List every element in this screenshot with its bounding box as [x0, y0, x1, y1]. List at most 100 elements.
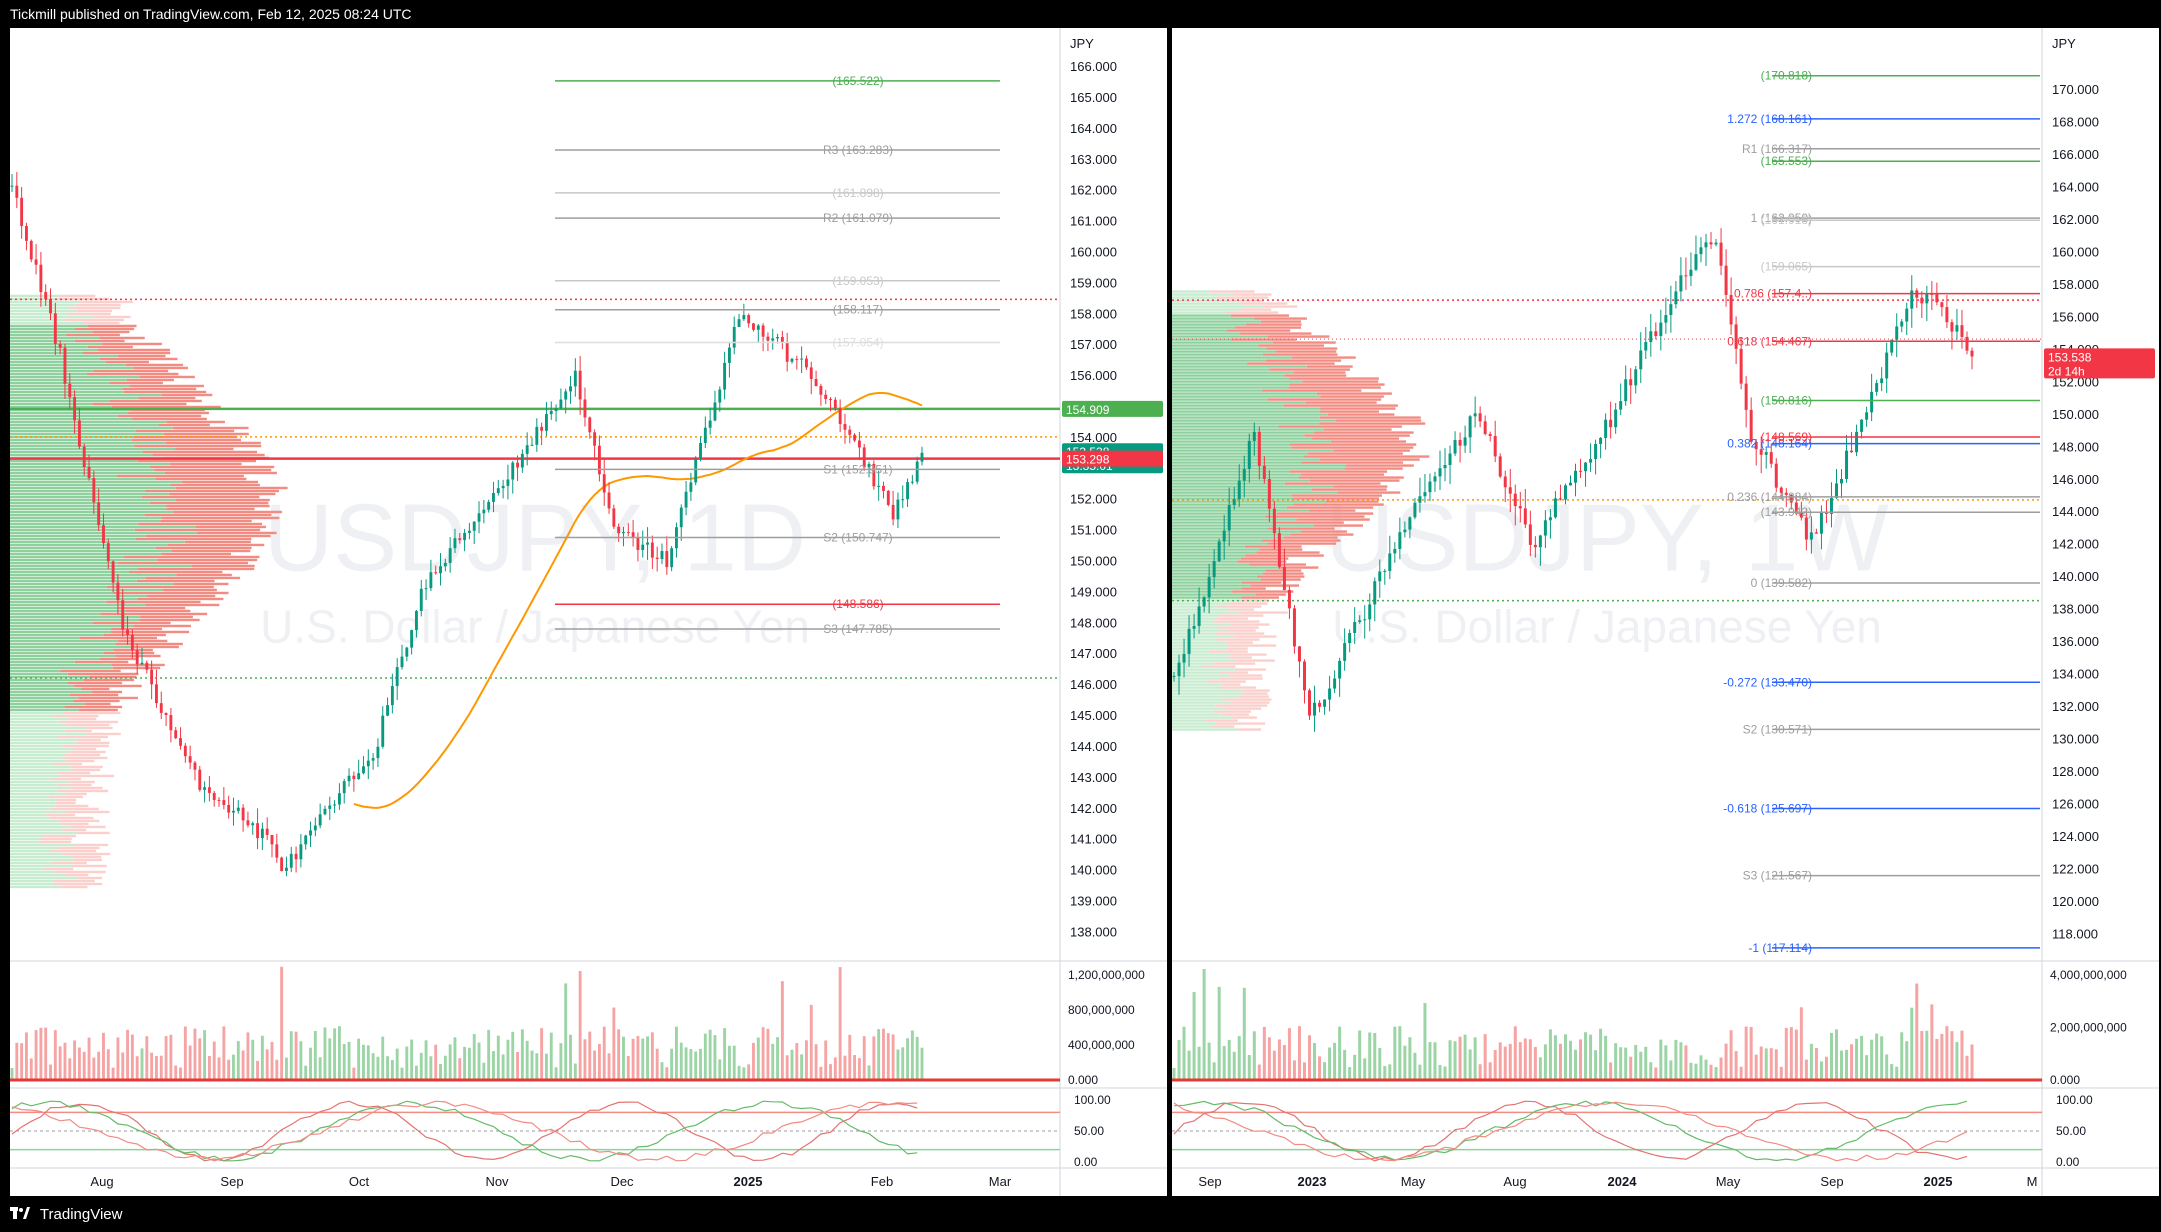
volume-bar	[1222, 1045, 1226, 1080]
volume-bar	[1383, 1066, 1387, 1080]
volume-profile-bar	[1289, 377, 1379, 380]
volume-profile-bar	[10, 294, 60, 298]
volume-bar	[111, 1067, 115, 1080]
volume-profile-bar	[10, 672, 68, 676]
volume-profile-bar	[1291, 356, 1356, 359]
volume-profile-bar	[10, 813, 46, 817]
y-tick-label: 158.000	[2052, 277, 2099, 292]
volume-profile-bar	[1172, 515, 1265, 518]
candle	[1177, 662, 1181, 677]
volume-profile-bar	[10, 822, 61, 826]
y-tick-label: 157.000	[1070, 337, 1117, 352]
volume-bar	[824, 1040, 828, 1080]
volume-profile-bar	[10, 582, 174, 586]
volume-profile-bar	[10, 579, 137, 583]
y-tick-label: 128.000	[2052, 764, 2099, 779]
volume-profile-bar	[161, 516, 280, 520]
volume-profile-bar	[155, 477, 247, 481]
volume-profile-bar	[10, 339, 75, 343]
volume-profile-bar	[64, 318, 125, 322]
candle	[246, 820, 250, 826]
volume-profile-bar	[1288, 386, 1381, 389]
candle	[506, 479, 510, 486]
volume-profile-bar	[1225, 647, 1248, 650]
candle	[747, 315, 751, 324]
volume-profile-bar	[10, 690, 92, 694]
candle	[1784, 492, 1788, 495]
volume-profile-bar	[1247, 362, 1335, 365]
left-chart-svg[interactable]: USDJPY, 1DU.S. Dollar / Japanese YenJPY1…	[10, 28, 1167, 1196]
left-chart-panel[interactable]: USDJPY, 1D U.S. Dollar / Japanese Yen JPY 1…	[10, 28, 1167, 1196]
volume-profile-bar	[1172, 659, 1235, 662]
volume-bar	[63, 1042, 67, 1080]
volume-profile-bar	[1172, 719, 1205, 722]
volume-bar	[1689, 1062, 1693, 1080]
volume-profile-bar	[1233, 635, 1277, 638]
volume-profile-bar	[10, 513, 145, 517]
y-tick-label: 154.000	[1070, 430, 1117, 445]
volume-profile-bar	[1172, 347, 1267, 350]
x-tick-label: May	[1716, 1174, 1741, 1189]
pivot-level-label: (159.053)	[832, 274, 883, 288]
volume-bar	[1910, 1007, 1914, 1080]
volume-profile-bar	[62, 756, 108, 760]
candle	[809, 367, 813, 379]
volume-profile-bar	[10, 351, 83, 355]
volume-profile-bar	[65, 333, 120, 337]
volume-profile-bar	[10, 675, 90, 679]
volume-bar	[395, 1048, 399, 1080]
volume-profile-bar	[1226, 641, 1253, 644]
volume-profile-bar	[1286, 506, 1374, 509]
volume-profile-bar	[1230, 653, 1267, 656]
volume-profile-bar	[1313, 431, 1414, 434]
right-chart-svg[interactable]: USDJPY, 1WU.S. Dollar / Japanese YenJPY1…	[1172, 28, 2159, 1196]
candle	[679, 507, 683, 528]
volume-profile-bar	[10, 654, 116, 658]
volume-bar	[1960, 1030, 1964, 1080]
candle	[1453, 439, 1457, 454]
volume-bar	[1558, 1043, 1562, 1080]
volume-bar	[1483, 1034, 1487, 1080]
volume-bar	[622, 1036, 625, 1080]
candle	[405, 647, 409, 657]
volume-bar	[780, 981, 784, 1080]
y-tick-label: 120.000	[2052, 894, 2099, 909]
volume-bar	[1574, 1049, 1578, 1080]
volume-bar	[848, 1034, 852, 1080]
volume-profile-bar	[10, 432, 164, 436]
volume-bar	[227, 1059, 231, 1080]
volume-profile-bar	[1319, 416, 1421, 419]
volume-profile-bar	[1231, 716, 1257, 719]
volume-profile-bar	[10, 441, 166, 445]
volume-bar	[910, 1030, 914, 1080]
volume-profile-bar	[1213, 662, 1256, 665]
candle	[694, 458, 698, 483]
candle	[617, 526, 621, 534]
volume-profile-bar	[99, 357, 178, 361]
candle	[434, 572, 438, 574]
volume-profile-bar	[10, 312, 67, 316]
right-chart-panel[interactable]: USDJPY, 1W U.S. Dollar / Japanese Yen JPY 1…	[1172, 28, 2159, 1196]
candle	[545, 414, 548, 431]
volume-profile-bar	[78, 696, 139, 700]
volume-profile-bar	[135, 429, 235, 433]
candle	[1418, 496, 1422, 503]
volume-bar	[232, 1054, 235, 1080]
volume-bar	[1493, 1050, 1497, 1080]
candle	[207, 787, 211, 793]
volume-profile-bar	[123, 390, 207, 394]
candle	[573, 370, 577, 387]
volume-bar	[1277, 1039, 1281, 1080]
candle	[549, 411, 553, 415]
volume-bar	[1639, 1051, 1643, 1080]
volume-profile-bar	[10, 414, 118, 418]
volume-profile-bar	[1172, 404, 1284, 407]
pivot-level-label: (148.569)	[1761, 430, 1812, 444]
volume-profile-bar	[1172, 380, 1303, 383]
candle	[169, 714, 173, 731]
volume-profile-bar	[10, 465, 150, 469]
volume-bar	[655, 1048, 659, 1080]
volume-bar	[44, 1027, 48, 1080]
volume-profile-bar	[1219, 677, 1263, 680]
volume-bar	[675, 1026, 678, 1080]
